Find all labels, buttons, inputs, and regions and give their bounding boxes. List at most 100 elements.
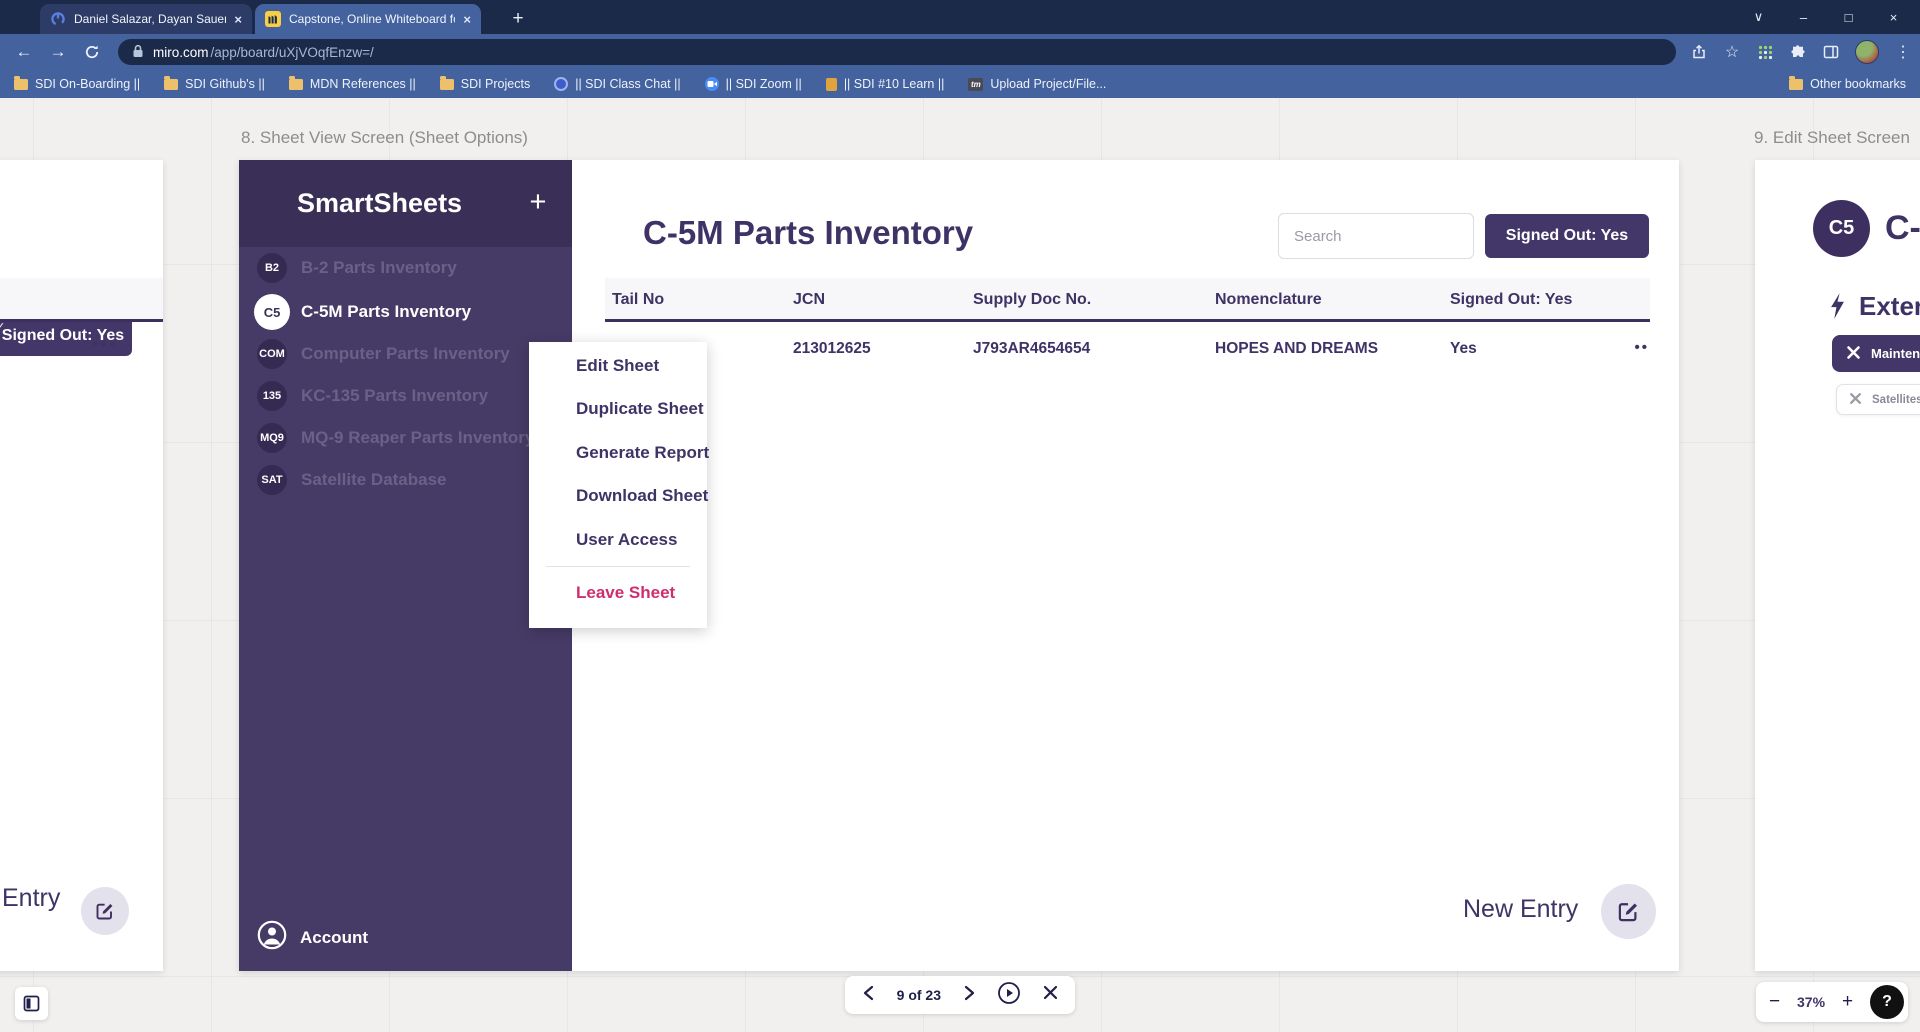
column-header: Signed Out: Yes	[1450, 291, 1573, 308]
bookmark-item[interactable]: || SDI Class Chat ||	[554, 77, 681, 91]
kebab-menu-icon[interactable]: ⋮	[1895, 44, 1911, 61]
sidebar-item-computer[interactable]: COM Computer Parts Inventory	[239, 333, 572, 375]
folder-icon	[288, 75, 303, 90]
sheet-badge: COM	[257, 339, 287, 369]
new-entry-button[interactable]	[81, 887, 129, 935]
extensions-puzzle-icon[interactable]	[1789, 43, 1807, 61]
signed-out-button[interactable]: Signed Out: Yes	[0, 316, 132, 356]
table-header-band	[0, 278, 163, 322]
sidebar-header: SmartSheets +	[239, 160, 572, 247]
frame-9-label[interactable]: 9. Edit Sheet Screen	[1754, 128, 1910, 147]
forward-icon[interactable]: →	[49, 42, 67, 61]
page-title: C-5M Parts Inventory	[643, 214, 974, 251]
sheet-badge: C5	[254, 294, 290, 330]
bookmarks-bar: SDI On-Boarding || SDI Github's || MDN R…	[0, 70, 1920, 98]
search-input[interactable]	[1278, 213, 1474, 259]
side-panel-icon[interactable]	[1822, 43, 1840, 61]
new-entry-label: New Entry	[1463, 895, 1579, 923]
tm-icon: tm	[968, 77, 984, 91]
other-bookmarks[interactable]: Other bookmarks	[1789, 75, 1906, 91]
help-button[interactable]: ?	[1869, 985, 1904, 1019]
maintenance-button[interactable]: Maintenan	[1832, 335, 1920, 372]
maximize-icon[interactable]: □	[1844, 9, 1853, 25]
add-sheet-icon[interactable]: +	[529, 186, 547, 218]
browser-tab-2-active[interactable]: Capstone, Online Whiteboard for ×	[255, 4, 481, 34]
menu-divider	[546, 565, 690, 567]
sidebar-item-b2[interactable]: B2 B-2 Parts Inventory	[239, 247, 572, 289]
folder-icon	[439, 75, 454, 90]
exit-frames-icon[interactable]	[1043, 985, 1058, 1005]
bookmark-item[interactable]: || SDI Zoom ||	[704, 77, 802, 91]
menu-item-download-sheet[interactable]: Download Sheet	[576, 486, 709, 506]
bookmark-item[interactable]: SDI Github's ||	[164, 75, 265, 91]
frame-page-indicator: 9 of 23	[896, 987, 942, 1003]
back-icon[interactable]: ←	[15, 42, 33, 61]
apps-grid-icon[interactable]	[1756, 43, 1774, 61]
share-icon[interactable]	[1690, 43, 1708, 61]
menu-item-leave-sheet[interactable]: Leave Sheet	[576, 582, 676, 602]
reload-icon[interactable]	[76, 34, 108, 70]
zoom-level[interactable]: 37%	[1797, 994, 1826, 1010]
bookmark-item[interactable]: MDN References ||	[288, 75, 416, 91]
tab-title: Capstone, Online Whiteboard for	[289, 12, 456, 26]
tab-title: Daniel Salazar, Dayan Sauerbronn	[74, 12, 227, 26]
account-button[interactable]: Account	[257, 920, 368, 955]
browser-tab-1[interactable]: Daniel Salazar, Dayan Sauerbronn ×	[40, 4, 252, 34]
zoom-camera-icon	[704, 77, 719, 91]
frames-panel-button[interactable]	[15, 987, 48, 1020]
edit-sheet-screen: C5 C-5 Exter Maintenan Satellites	[1755, 160, 1920, 971]
menu-item-edit-sheet[interactable]: Edit Sheet	[576, 356, 660, 375]
menu-item-duplicate-sheet[interactable]: Duplicate Sheet	[576, 399, 704, 419]
sheet-badge: SAT	[257, 465, 287, 495]
sheet-badge: MQ9	[257, 423, 287, 453]
bookmark-item[interactable]: || SDI #10 Learn ||	[825, 77, 944, 91]
tab-search-icon[interactable]: ∨	[1753, 9, 1764, 24]
sheet-badge: B2	[257, 253, 287, 283]
sheet-options-menu: Edit Sheet Duplicate Sheet Generate Repo…	[529, 342, 710, 628]
sidebar-item-satellite[interactable]: SAT Satellite Database	[239, 459, 572, 501]
folder-icon	[1789, 75, 1804, 90]
entry-label: Entry	[2, 884, 61, 912]
zoom-controls: − 37% + ?	[1756, 982, 1908, 1022]
bookmark-star-icon[interactable]: ☆	[1724, 44, 1740, 61]
sidebar-item-c5m-active[interactable]: C5 C-5M Parts Inventory	[239, 291, 572, 333]
check-icon: ✓	[0, 321, 6, 333]
new-tab-button[interactable]: +	[512, 8, 524, 29]
tab-close-icon[interactable]: ×	[463, 11, 471, 27]
miro-canvas[interactable]: 8. Sheet View Screen (Sheet Options) 9. …	[0, 98, 1920, 1032]
new-entry-button[interactable]	[1601, 884, 1656, 939]
sheet-badge: 135	[257, 381, 287, 411]
menu-item-generate-report[interactable]: Generate Report	[576, 442, 710, 462]
more-dots-icon[interactable]: •••	[92, 336, 118, 353]
column-header: Tail No	[612, 291, 665, 308]
lock-icon	[132, 44, 144, 61]
tab-close-icon[interactable]: ×	[234, 11, 242, 27]
close-icon[interactable]: ×	[1889, 9, 1898, 25]
table-row[interactable]: 213012625 J793AR4654654 HOPES AND DREAMS…	[605, 325, 1650, 373]
url-path: /app/board/uXjVOqfEnzw=/	[210, 44, 374, 60]
play-presentation-icon[interactable]	[997, 981, 1021, 1010]
zoom-out-icon[interactable]: −	[1769, 991, 1781, 1012]
satellites-button[interactable]: Satellites	[1836, 384, 1920, 415]
url-bar[interactable]: miro.com/app/board/uXjVOqfEnzw=/	[118, 39, 1676, 65]
frame-navigation-bar: 9 of 23	[845, 976, 1075, 1014]
signed-out-filter-button[interactable]: Signed Out: Yes	[1485, 214, 1649, 258]
frame-8-label[interactable]: 8. Sheet View Screen (Sheet Options)	[241, 128, 528, 147]
previous-frame-icon[interactable]	[862, 985, 875, 1006]
profile-avatar[interactable]	[1855, 40, 1879, 64]
sheet-badge: C5	[1813, 200, 1870, 257]
sidebar-item-kc135[interactable]: 135 KC-135 Parts Inventory	[239, 375, 572, 417]
bookmark-item[interactable]: SDI On-Boarding ||	[14, 75, 140, 91]
minimize-icon[interactable]: –	[1799, 9, 1808, 25]
next-frame-icon[interactable]	[963, 985, 976, 1006]
column-header: Supply Doc No.	[973, 291, 1092, 308]
sidebar-item-mq9[interactable]: MQ9 MQ-9 Reaper Parts Inventory	[239, 417, 572, 459]
zoom-in-icon[interactable]: +	[1841, 991, 1854, 1012]
cell-supply-doc: J793AR4654654	[973, 340, 1091, 357]
miro-icon	[265, 11, 281, 27]
bookmark-item[interactable]: SDI Projects	[439, 75, 530, 91]
bookmark-item[interactable]: tm Upload Project/File...	[968, 77, 1106, 91]
menu-item-user-access[interactable]: User Access	[576, 529, 678, 549]
row-actions-icon[interactable]: ••	[1634, 339, 1649, 356]
